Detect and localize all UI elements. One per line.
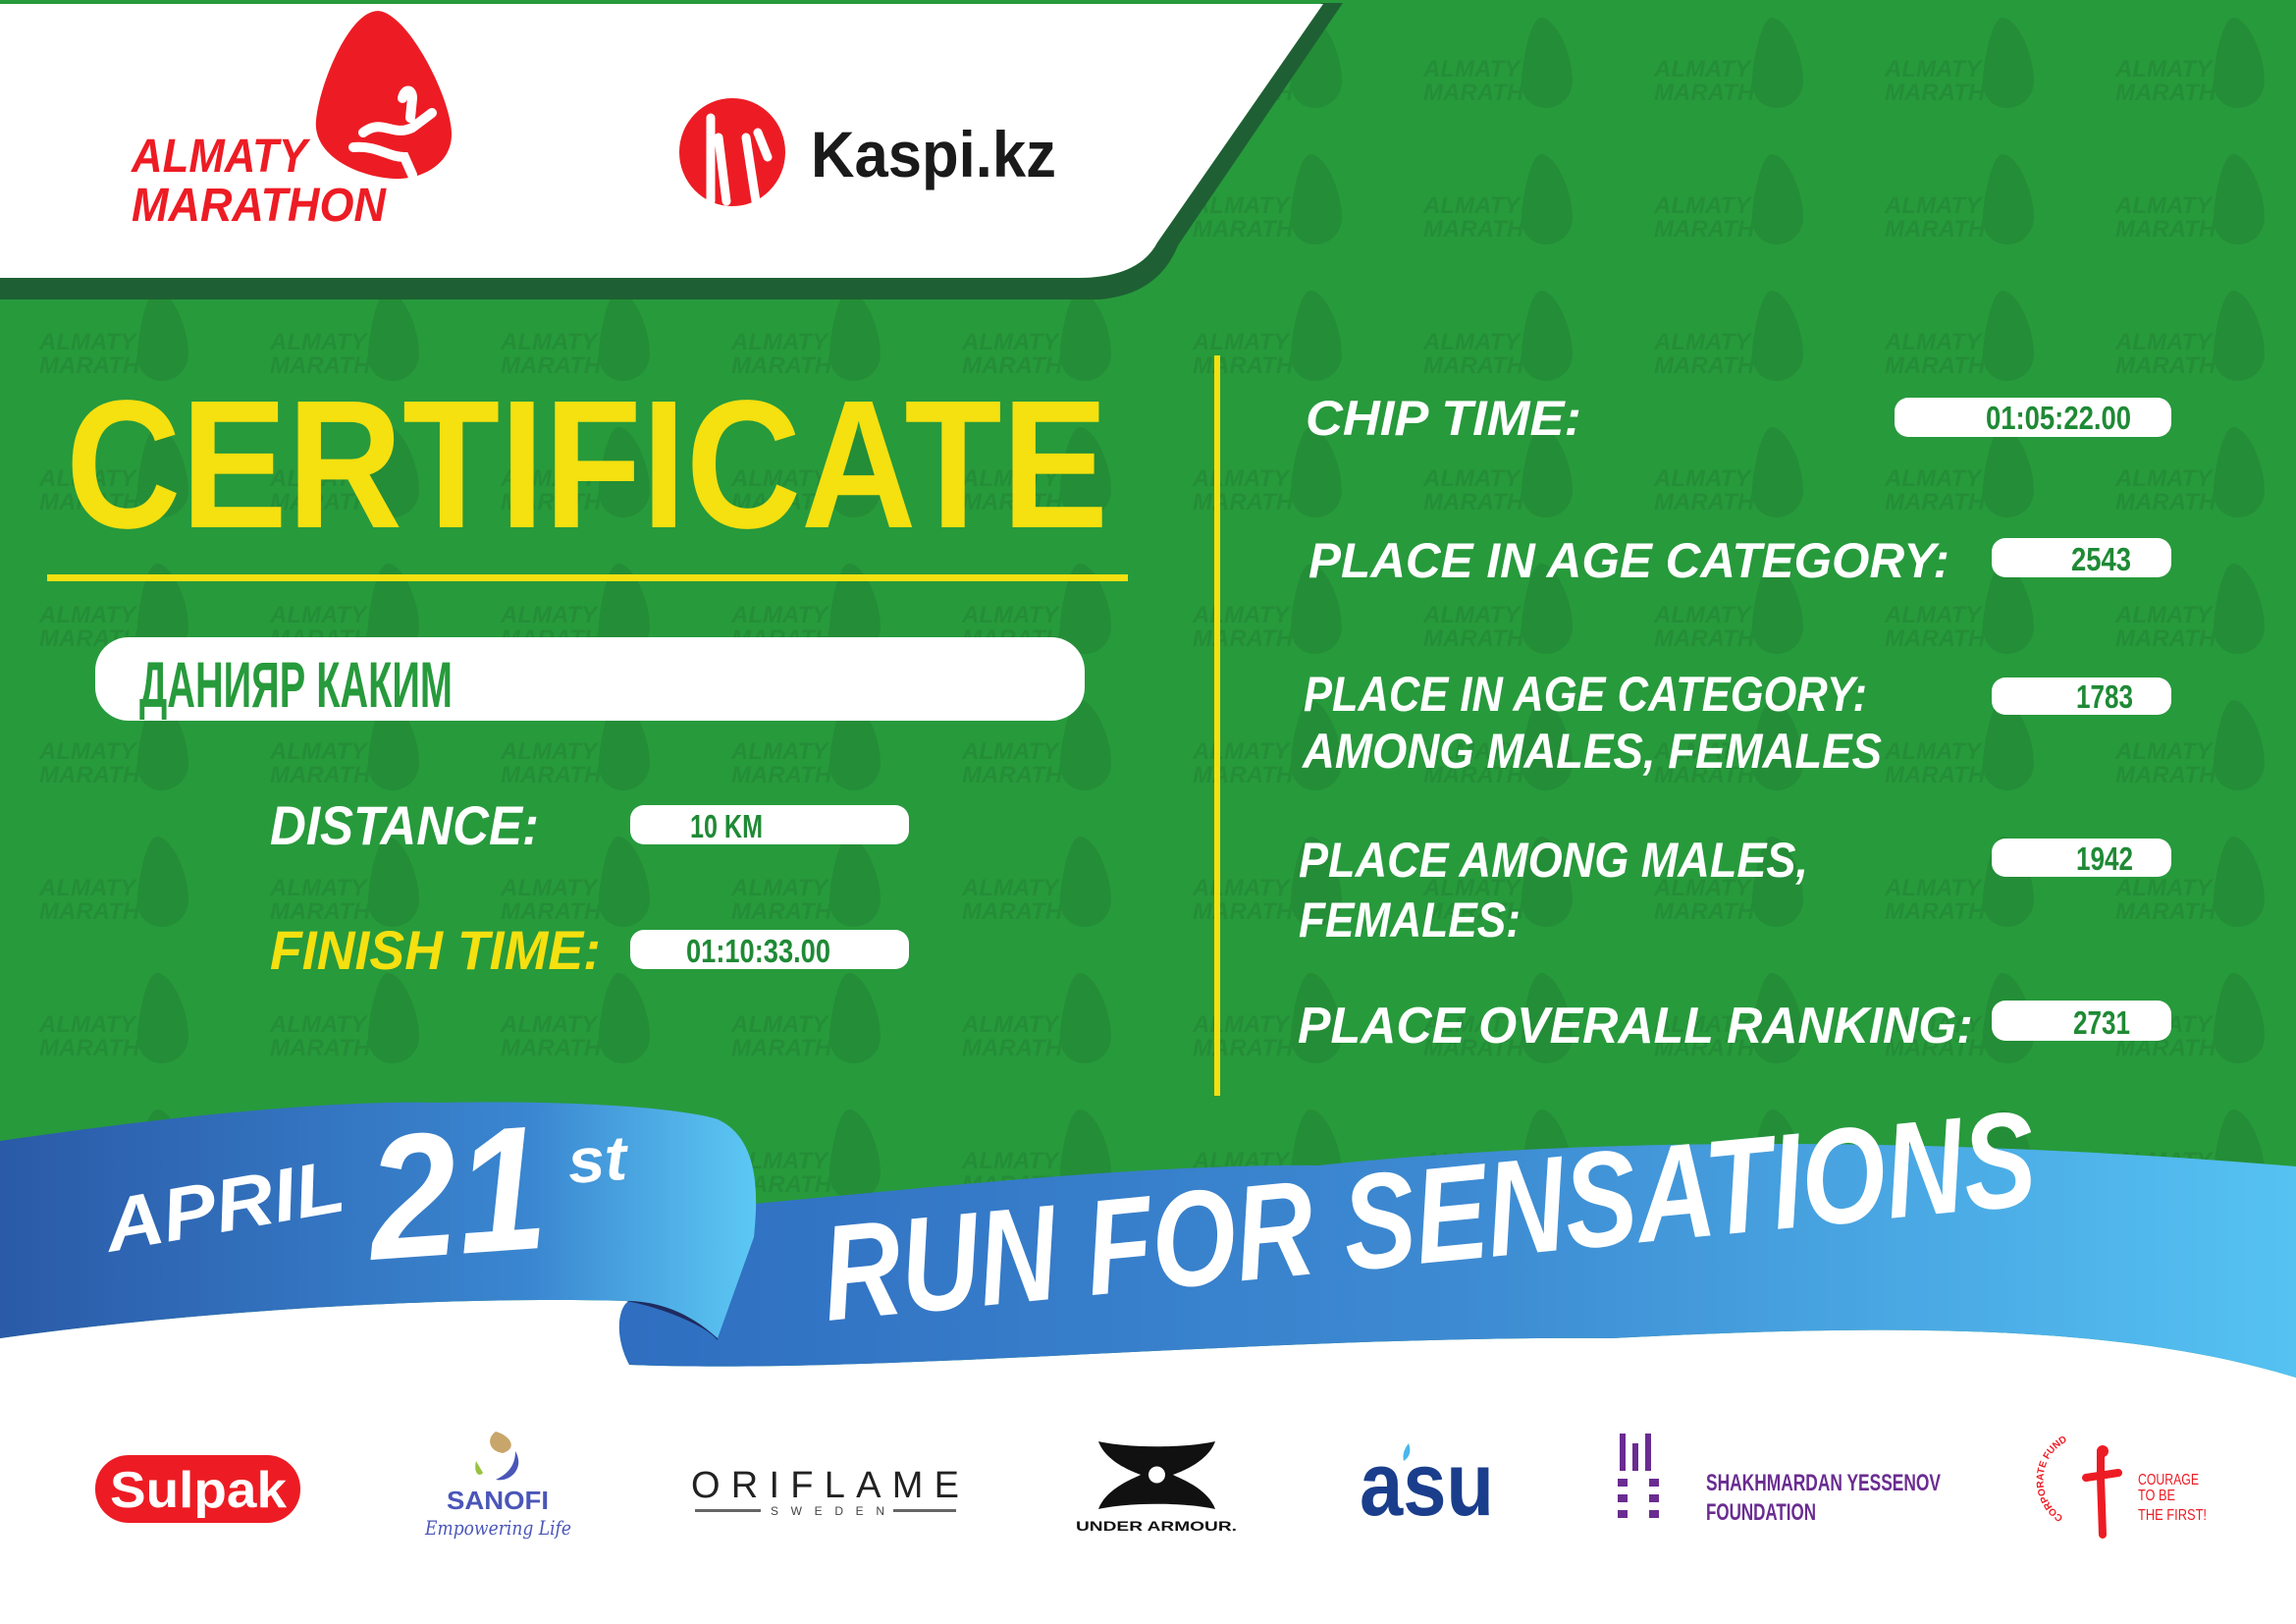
yessenov-bars-icon [1618,1434,1659,1518]
title-underline [47,574,1128,581]
runner-drop-icon [315,11,452,179]
place-gender-value-box [1992,839,2171,877]
place-age-category-label: PLACE IN AGE CATEGORY: [1308,533,1949,588]
sanofi-bird-icon [490,1432,511,1453]
place-age-category-gender-value-box [1992,677,2171,715]
place-gender-label-line1: PLACE AMONG MALES, [1299,833,1808,888]
sanofi-tagline: Empowering Life [424,1516,571,1540]
sponsor-under-armour: UNDER ARMOUR. [1076,1441,1237,1534]
participant-name-box [95,637,1085,721]
ribbon-right-band [618,1143,2296,1378]
chip-time-label: CHIP TIME: [1306,391,1581,446]
chip-time-value: 01:05:22.00 [1986,400,2131,436]
place-overall-value: 2731 [2073,1004,2130,1041]
place-gender-value: 1942 [2076,840,2133,877]
distance-value-box [630,805,909,844]
logo-line-marathon: MARATHON [132,180,387,232]
vertical-divider [1214,355,1220,1096]
yessenov-line1: SHAKHMARDAN YESSENOV [1706,1470,1941,1496]
place-gender-label-line2: FEMALES: [1299,893,1521,947]
kaspi-logo: Kaspi.kz [679,98,1056,206]
place-age-category-value-box [1992,538,2171,577]
kaspi-people-icon [679,98,785,206]
sponsor-sanofi: SANOFI Empowering Life [424,1432,571,1540]
chip-time-value-box [1895,398,2171,437]
place-age-category-value: 2543 [2071,541,2131,577]
place-age-category-gender-label-line2: AMONG MALES, FEMALES [1301,724,1882,779]
date-day: 21 [359,1089,552,1298]
asu-wordmark: asu [1360,1435,1494,1535]
participant-name: ДАНИЯР КАКИМ [139,648,453,721]
finish-time-value-box [630,930,909,969]
sulpak-wordmark: Sulpak [110,1462,287,1519]
under-armour-icon [1098,1441,1215,1509]
kaspi-wordmark: Kaspi.kz [811,118,1056,190]
place-age-category-gender-label-line1: PLACE IN AGE CATEGORY: [1304,667,1867,722]
asu-drop-icon [1403,1443,1411,1461]
yessenov-line2: FOUNDATION [1706,1499,1816,1526]
finish-time-label: FINISH TIME: [270,919,601,981]
certificate-title: CERTIFICATE [66,363,1108,567]
logo-line-almaty: ALMATY [131,131,311,183]
place-overall-value-box [1992,1001,2171,1041]
distance-label: DISTANCE: [270,794,539,856]
ribbon-left-panel [0,1102,757,1338]
top-border [0,0,2296,3]
sponsor-yessenov-foundation: SHAKHMARDAN YESSENOV FOUNDATION [1618,1434,1941,1526]
place-age-category-gender-value: 1783 [2076,678,2133,715]
under-armour-wordmark: UNDER ARMOUR. [1076,1518,1237,1534]
distance-value: 10 KM [690,808,763,844]
courage-line1: COURAGE [2138,1472,2199,1489]
finish-time-value: 01:10:33.00 [686,933,830,969]
sponsor-sulpak: Sulpak [95,1455,300,1523]
sanofi-wordmark: SANOFI [447,1486,549,1515]
place-overall-label: PLACE OVERALL RANKING: [1298,998,1973,1055]
courage-line2: TO BE [2138,1488,2175,1504]
date-day-suffix: st [565,1122,632,1197]
courage-line3: THE FIRST! [2138,1507,2207,1524]
sponsor-asu: asu [1360,1435,1494,1535]
almaty-marathon-logo: ALMATY MARATHON [131,11,452,232]
oriflame-wordmark: ORIFLAME [691,1465,959,1506]
